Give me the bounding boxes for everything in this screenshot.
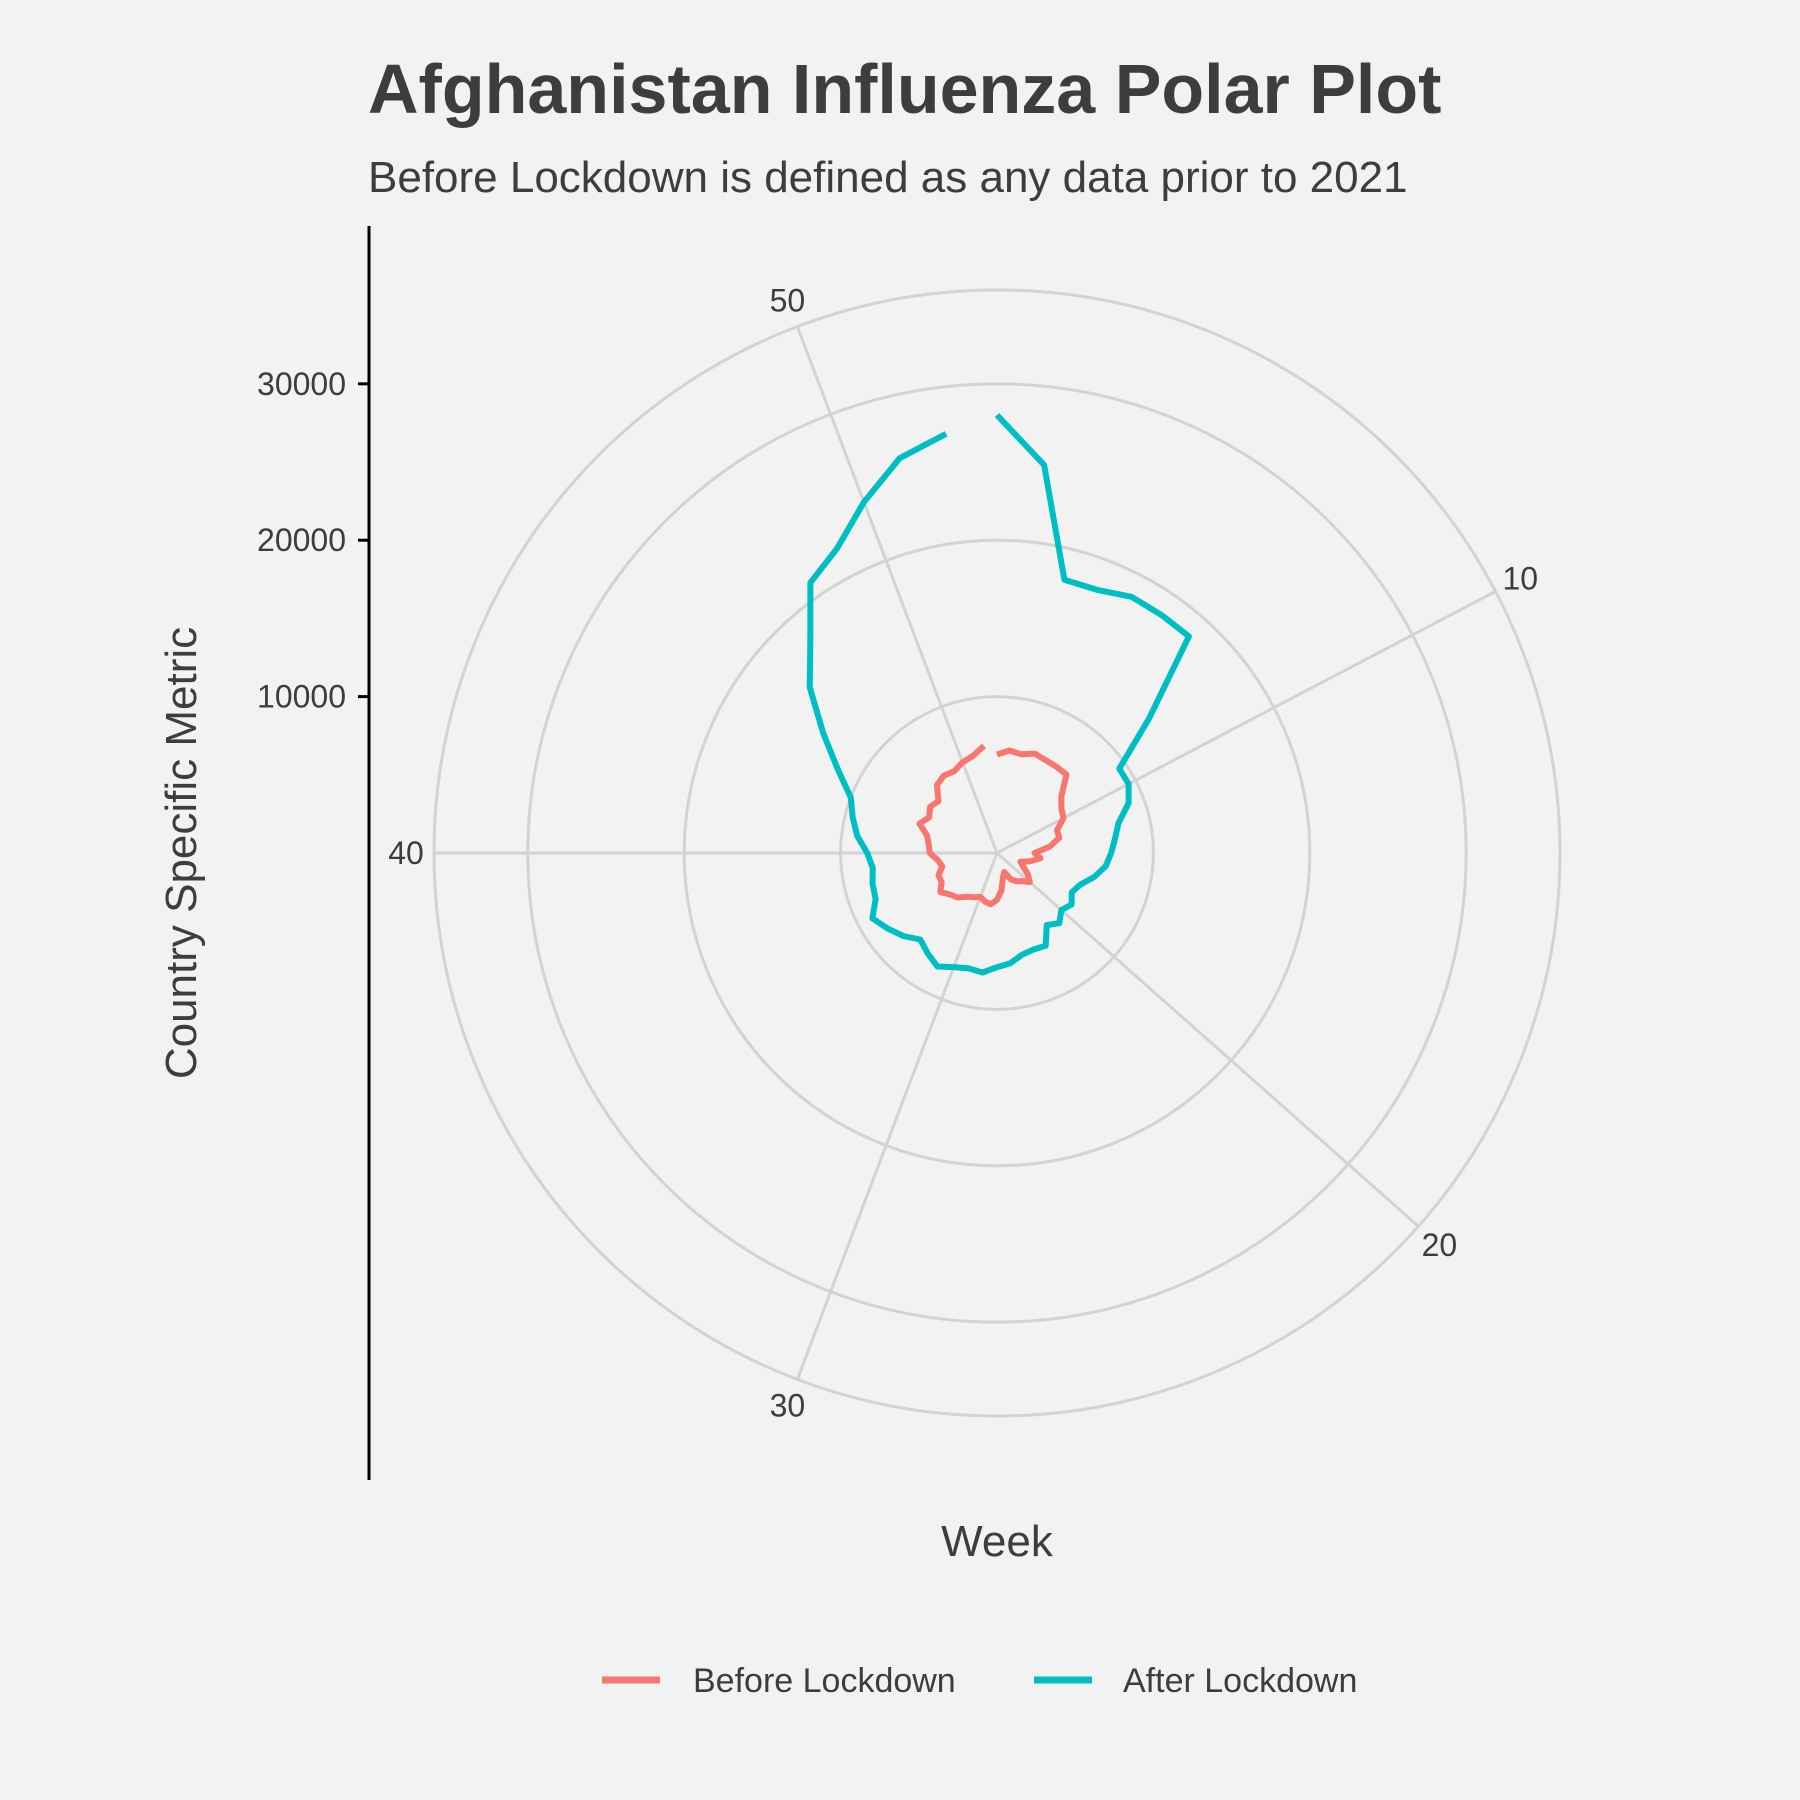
radial-tick-label: 20000 (257, 522, 346, 558)
polar-grid (432, 288, 1562, 1418)
series-line-0 (916, 743, 1070, 908)
series-lines (806, 413, 1192, 976)
angular-tick-label: 50 (770, 282, 806, 318)
legend-label-0: Before Lockdown (693, 1662, 956, 1700)
grid-spoke (795, 852, 999, 1380)
angular-tick-labels: 10 20 30 40 50 (388, 282, 1538, 1423)
angular-tick-label: 20 (1422, 1227, 1458, 1263)
chart-title: Afghanistan Influenza Polar Plot (368, 50, 1441, 128)
series-line-1 (806, 413, 1192, 976)
legend: Before Lockdown After Lockdown (602, 1662, 1357, 1700)
grid-spoke (996, 590, 1497, 855)
angular-tick-label: 40 (388, 835, 424, 871)
angular-tick-label: 30 (770, 1388, 806, 1424)
radial-tick-label: 30000 (257, 366, 346, 402)
x-axis-title: Week (941, 1517, 1054, 1566)
grid-spoke (996, 851, 1420, 1228)
radial-axis-ticks: 10000 20000 30000 (257, 366, 369, 715)
legend-label-1: After Lockdown (1123, 1662, 1357, 1700)
radial-tick-label: 10000 (257, 679, 346, 715)
y-axis-title: Country Specific Metric (157, 627, 206, 1079)
angular-tick-label: 10 (1503, 560, 1539, 596)
chart-subtitle: Before Lockdown is defined as any data p… (368, 153, 1408, 202)
